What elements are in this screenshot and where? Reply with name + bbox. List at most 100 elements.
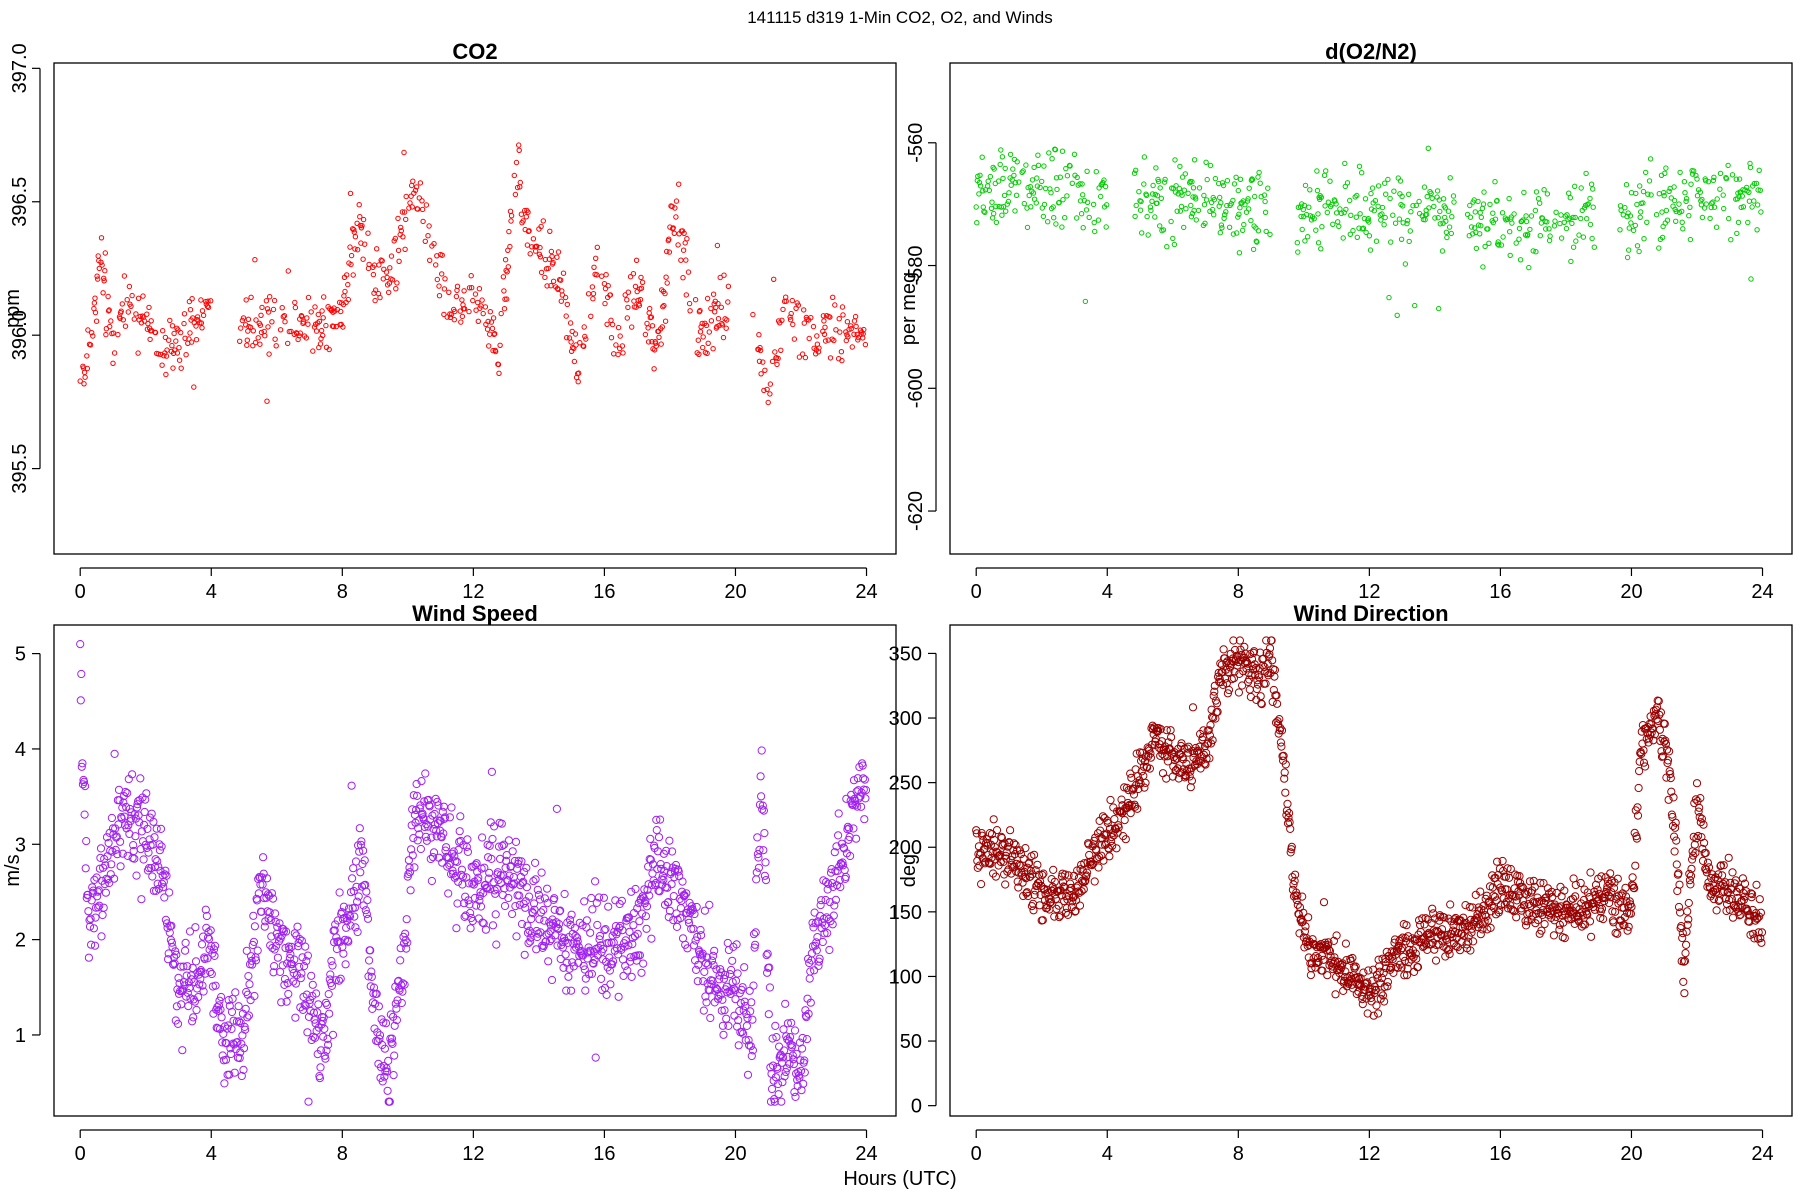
wind-direction-point (1344, 979, 1353, 988)
o2-point (1425, 145, 1432, 152)
wind-direction-point (1013, 877, 1022, 886)
o2-point (1211, 197, 1218, 203)
o2-point (1209, 206, 1216, 213)
wind-direction-point (1670, 832, 1679, 841)
o2-point (1202, 220, 1208, 227)
o2-y-tick-label: -600 (905, 368, 927, 408)
co2-point (186, 298, 193, 305)
co2-point (548, 283, 554, 289)
o2-point (1041, 163, 1047, 169)
wind-speed-point (849, 824, 858, 833)
o2-point (1003, 208, 1009, 214)
o2-point (1755, 187, 1761, 193)
wind-speed-point (128, 770, 137, 779)
o2-point (1382, 180, 1388, 186)
o2-point (1051, 215, 1057, 221)
wind-direction-point (1291, 870, 1300, 879)
o2-point (1717, 170, 1724, 177)
wind-direction-point (1576, 878, 1585, 888)
wind-direction-point (1043, 903, 1052, 913)
wind-direction-point (974, 850, 983, 859)
wind-direction-point (1016, 850, 1026, 859)
o2-point (1181, 187, 1188, 193)
o2-point (1509, 220, 1515, 226)
wind-direction-point (973, 863, 982, 873)
o2-point (1735, 219, 1742, 226)
co2-point (715, 300, 721, 307)
co2-point (590, 291, 597, 297)
o2-point (1013, 192, 1020, 199)
co2-point (648, 314, 655, 320)
o2-point (1267, 231, 1273, 238)
wind-speed-point (624, 913, 634, 922)
wind-direction-point (988, 848, 997, 857)
o2-point (1544, 191, 1551, 197)
wind-direction-point (1487, 902, 1496, 911)
o2-point (1661, 189, 1667, 196)
wind-speed-point (770, 1097, 779, 1106)
o2-point (991, 166, 997, 172)
o2-point (1005, 198, 1012, 205)
wind-direction-point (1418, 914, 1427, 923)
wind-speed-point (381, 1019, 391, 1028)
co2-point (760, 359, 766, 365)
wind-speed-point (802, 1035, 812, 1044)
wind-speed-point (118, 803, 127, 812)
co2-point (534, 243, 540, 250)
wind-direction-point (1587, 932, 1596, 941)
wind-speed-point (512, 864, 522, 873)
o2-point (1738, 204, 1744, 211)
wind-direction-point (1289, 880, 1298, 889)
o2-point (1500, 234, 1506, 240)
o2-x-tick-label: 4 (1102, 581, 1113, 603)
wind-speed-point (215, 996, 224, 1005)
o2-point (1062, 215, 1068, 221)
wind-direction-point (1530, 882, 1539, 891)
o2-point (1168, 218, 1174, 225)
wind-direction-point (1715, 895, 1724, 904)
co2-point (466, 285, 473, 291)
co2-point (638, 274, 644, 281)
wind-direction-point (1079, 885, 1088, 894)
co2-point (98, 235, 105, 241)
wind-direction-point (1188, 703, 1198, 712)
wind-speed-point (662, 862, 671, 871)
o2-point (1034, 175, 1040, 181)
o2-point (1359, 170, 1365, 176)
co2-point (708, 318, 715, 324)
wind-direction-point (1513, 877, 1523, 886)
wind-direction-point (1359, 968, 1368, 977)
co2-point (181, 311, 188, 317)
o2-point (1236, 250, 1243, 256)
co2-point (121, 273, 128, 279)
co2-point (516, 142, 522, 148)
wind-speed-point (521, 903, 530, 912)
wind-direction-point (1366, 990, 1375, 1000)
o2-point (1091, 219, 1097, 226)
o2-point (1189, 179, 1195, 185)
o2-point (1532, 207, 1539, 214)
wind-speed-point (790, 1026, 800, 1035)
co2-point (774, 361, 780, 368)
o2-point (1190, 185, 1197, 191)
o2-point (1137, 207, 1144, 213)
wind-speed-point (239, 1065, 248, 1075)
wind-speed-point (623, 966, 632, 975)
wind-direction-point (1478, 925, 1487, 934)
wind-direction-point (1298, 917, 1307, 926)
wind-speed-point (390, 1051, 399, 1060)
wind-speed-point (356, 840, 365, 849)
co2-point (92, 295, 98, 301)
wind-direction-point (1641, 762, 1650, 771)
co2-point (712, 309, 718, 315)
wind-direction-point (1369, 1011, 1378, 1020)
co2-point (162, 334, 169, 341)
o2-point (1049, 156, 1055, 162)
o2-point (1530, 248, 1536, 254)
co2-point (111, 350, 118, 356)
o2-point (1045, 219, 1051, 225)
o2-point (1558, 212, 1564, 218)
o2-point (1677, 169, 1683, 176)
co2-point (669, 203, 675, 210)
wind-direction-point (1437, 925, 1447, 934)
